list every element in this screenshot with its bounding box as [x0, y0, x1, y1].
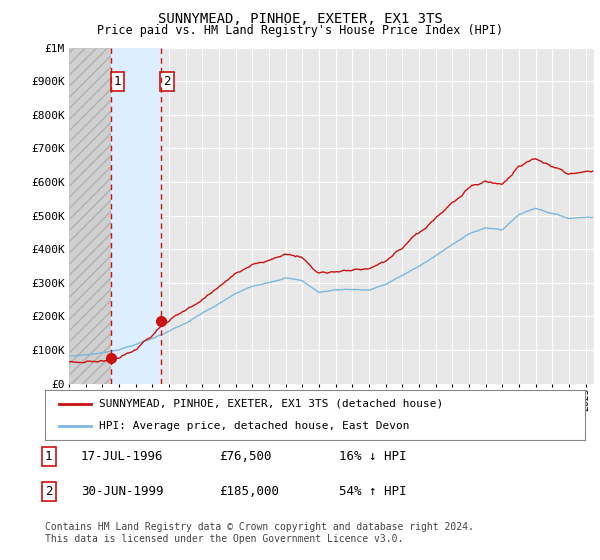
Bar	[69, 48, 112, 384]
Text: 1: 1	[45, 450, 53, 463]
Text: 16% ↓ HPI: 16% ↓ HPI	[339, 450, 407, 463]
Text: SUNNYMEAD, PINHOE, EXETER, EX1 3TS: SUNNYMEAD, PINHOE, EXETER, EX1 3TS	[158, 12, 442, 26]
Text: HPI: Average price, detached house, East Devon: HPI: Average price, detached house, East…	[99, 421, 409, 431]
Text: Contains HM Land Registry data © Crown copyright and database right 2024.
This d: Contains HM Land Registry data © Crown c…	[45, 522, 474, 544]
Text: 54% ↑ HPI: 54% ↑ HPI	[339, 485, 407, 498]
Text: 17-JUL-1996: 17-JUL-1996	[81, 450, 163, 463]
Text: £185,000: £185,000	[219, 485, 279, 498]
Text: 2: 2	[163, 74, 170, 88]
Text: Price paid vs. HM Land Registry's House Price Index (HPI): Price paid vs. HM Land Registry's House …	[97, 24, 503, 36]
Bar	[112, 48, 161, 384]
Text: 30-JUN-1999: 30-JUN-1999	[81, 485, 163, 498]
Text: 2: 2	[45, 485, 53, 498]
Text: £76,500: £76,500	[219, 450, 271, 463]
Text: 1: 1	[114, 74, 121, 88]
Text: SUNNYMEAD, PINHOE, EXETER, EX1 3TS (detached house): SUNNYMEAD, PINHOE, EXETER, EX1 3TS (deta…	[99, 399, 443, 409]
